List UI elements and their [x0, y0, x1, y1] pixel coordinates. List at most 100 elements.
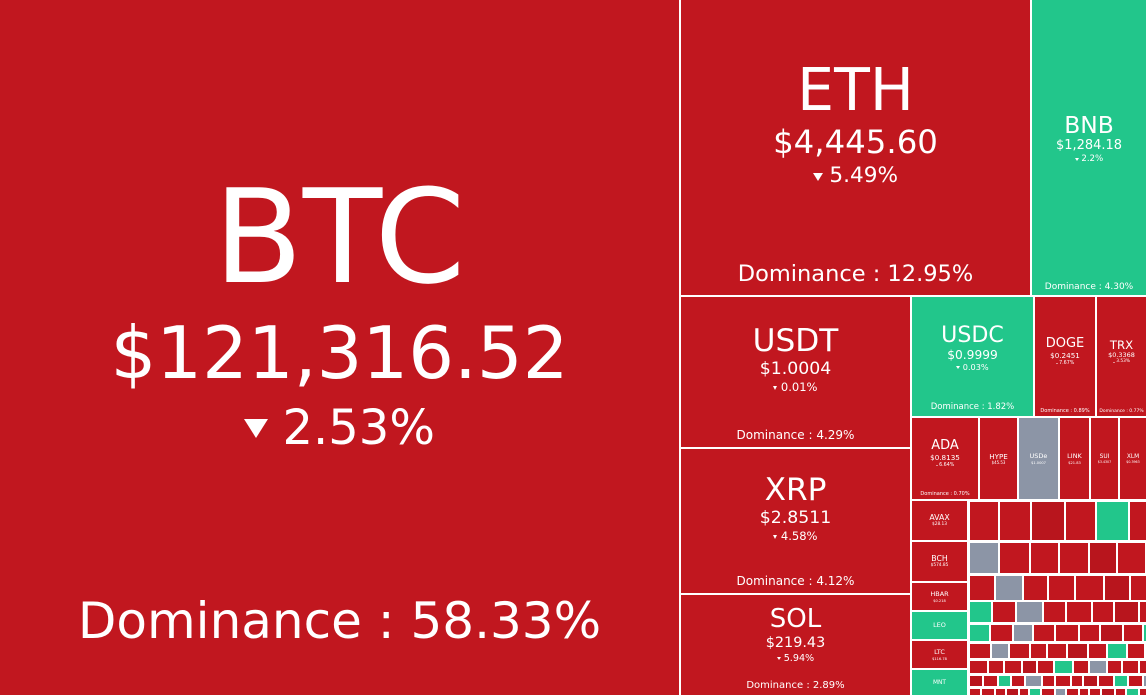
small-tile: [1079, 688, 1089, 696]
small-tile: [1126, 688, 1139, 696]
small-tile: [998, 675, 1011, 687]
small-tile: [1089, 542, 1117, 574]
coin-name: BCH: [931, 554, 948, 564]
tile: SOL $219.43 5.94% Dominance : 2.89%: [681, 595, 911, 696]
small-tile: [1029, 688, 1041, 696]
down-arrow: [776, 656, 781, 660]
tile: USDT $1.0004 0.01% Dominance : 4.29%: [681, 297, 911, 448]
small-tile: [1010, 675, 1025, 687]
down-arrow: [773, 534, 778, 539]
small-tile: [1123, 624, 1143, 642]
down-arrow: [244, 419, 269, 439]
small-tile: [988, 660, 1004, 674]
small-tile: [1055, 624, 1079, 642]
tile-main: SUI $3.4307: [1091, 418, 1118, 499]
small-tile: [969, 601, 992, 623]
tile-main: USDT $1.0004 0.01%: [681, 297, 910, 422]
coin-price: $121,316.52: [110, 311, 569, 396]
tile: LEO: [912, 612, 968, 640]
tile-main: ADA $0.8135 6.64%: [912, 418, 978, 489]
coin-price: $0.218: [933, 598, 946, 603]
small-tile: [1114, 601, 1139, 623]
tile-main: DOGE $0.2451 7.67%: [1035, 297, 1095, 406]
small-tile: [969, 688, 981, 696]
dominance: Dominance : 0.89%: [1040, 407, 1090, 414]
tile-main: LINK $21.83: [1060, 418, 1089, 499]
small-tile: [1104, 575, 1130, 601]
coin-name: USDC: [941, 321, 1004, 348]
down-arrow: [773, 385, 778, 390]
small-tile: [969, 675, 983, 687]
coin-change: 0.01%: [773, 381, 818, 394]
small-tile: [1073, 660, 1089, 674]
small-tile: [969, 624, 990, 642]
small-tile: [1058, 542, 1089, 574]
coin-name: SUI: [1099, 453, 1110, 460]
coin-price: $21.83: [1068, 460, 1081, 465]
coin-change: 2.53%: [244, 400, 435, 456]
down-arrow: [1074, 158, 1079, 162]
tile: BCH $574.85: [912, 542, 968, 582]
small-tile: [999, 501, 1031, 541]
change-value: 2.2%: [1081, 153, 1104, 164]
tile-main: TRX $0.3368 3.53%: [1097, 297, 1146, 407]
tile: USDe $1.0007: [1019, 418, 1059, 500]
tile: TRX $0.3368 3.53% Dominance : 0.77%: [1097, 297, 1147, 417]
small-tile: [1042, 601, 1066, 623]
coin-price: $45.53: [991, 459, 1006, 465]
coin-price: $0.8135: [930, 452, 960, 462]
small-tile: [995, 688, 1006, 696]
coin-name: DOGE: [1045, 335, 1085, 351]
coin-name: USDT: [752, 323, 839, 360]
tile-main: MNT: [912, 670, 967, 695]
tile: LINK $21.83: [1060, 418, 1090, 500]
change-value: 5.49%: [829, 163, 899, 189]
coin-change: 0.03%: [956, 362, 989, 372]
tile: AVAX $28.13: [912, 501, 968, 541]
small-tile: [1065, 501, 1096, 541]
dominance: Dominance : 4.30%: [1044, 281, 1134, 292]
coin-name: USDe: [1029, 452, 1048, 461]
coin-change: 5.94%: [776, 653, 814, 664]
small-tile: [1004, 660, 1022, 674]
coin-name: BNB: [1064, 110, 1114, 139]
small-tile: [1115, 688, 1126, 696]
tile-main: USDe $1.0007: [1019, 418, 1058, 499]
tile-main: XRP $2.8511 4.58%: [681, 449, 910, 568]
coin-name: XLM: [1126, 453, 1140, 460]
small-tile: [1047, 643, 1067, 659]
coin-change: 5.49%: [812, 163, 899, 189]
coin-name: XRP: [764, 472, 827, 509]
down-arrow: [956, 366, 961, 370]
coin-change: 7.67%: [1055, 360, 1075, 367]
coin-name: MNT: [933, 679, 946, 686]
coin-price: $1.0004: [759, 358, 832, 379]
tile: LTC $116.78: [912, 641, 968, 669]
coin-name: LTC: [934, 648, 945, 657]
tile: HBAR $0.218: [912, 583, 968, 611]
down-arrow: [1113, 362, 1115, 364]
small-tile: [982, 675, 998, 687]
dominance: Dominance : 2.89%: [746, 680, 845, 692]
small-tile: [995, 575, 1023, 601]
small-tile: [1127, 675, 1143, 687]
dominance: Dominance : 1.82%: [930, 402, 1015, 413]
small-tile: [969, 575, 995, 601]
change-value: 7.67%: [1059, 360, 1075, 366]
small-tile: [1037, 660, 1054, 674]
small-tile: [1106, 643, 1127, 659]
dominance: Dominance : 0.70%: [920, 490, 970, 497]
small-tile: [1079, 624, 1100, 642]
coin-change: 6.64%: [935, 463, 954, 469]
coin-name: SOL: [769, 604, 822, 635]
small-tile: [1114, 675, 1128, 687]
tile: ETH $4,445.60 5.49% Dominance : 12.95%: [681, 0, 1031, 296]
small-tile: [1019, 688, 1029, 696]
tile-main: LEO: [912, 612, 967, 639]
coin-price: $3.4307: [1097, 459, 1112, 464]
coin-price: $574.85: [930, 563, 949, 568]
tile: HYPE $45.53: [980, 418, 1018, 500]
dominance: Dominance : 12.95%: [737, 260, 974, 287]
small-tile: [1075, 575, 1104, 601]
